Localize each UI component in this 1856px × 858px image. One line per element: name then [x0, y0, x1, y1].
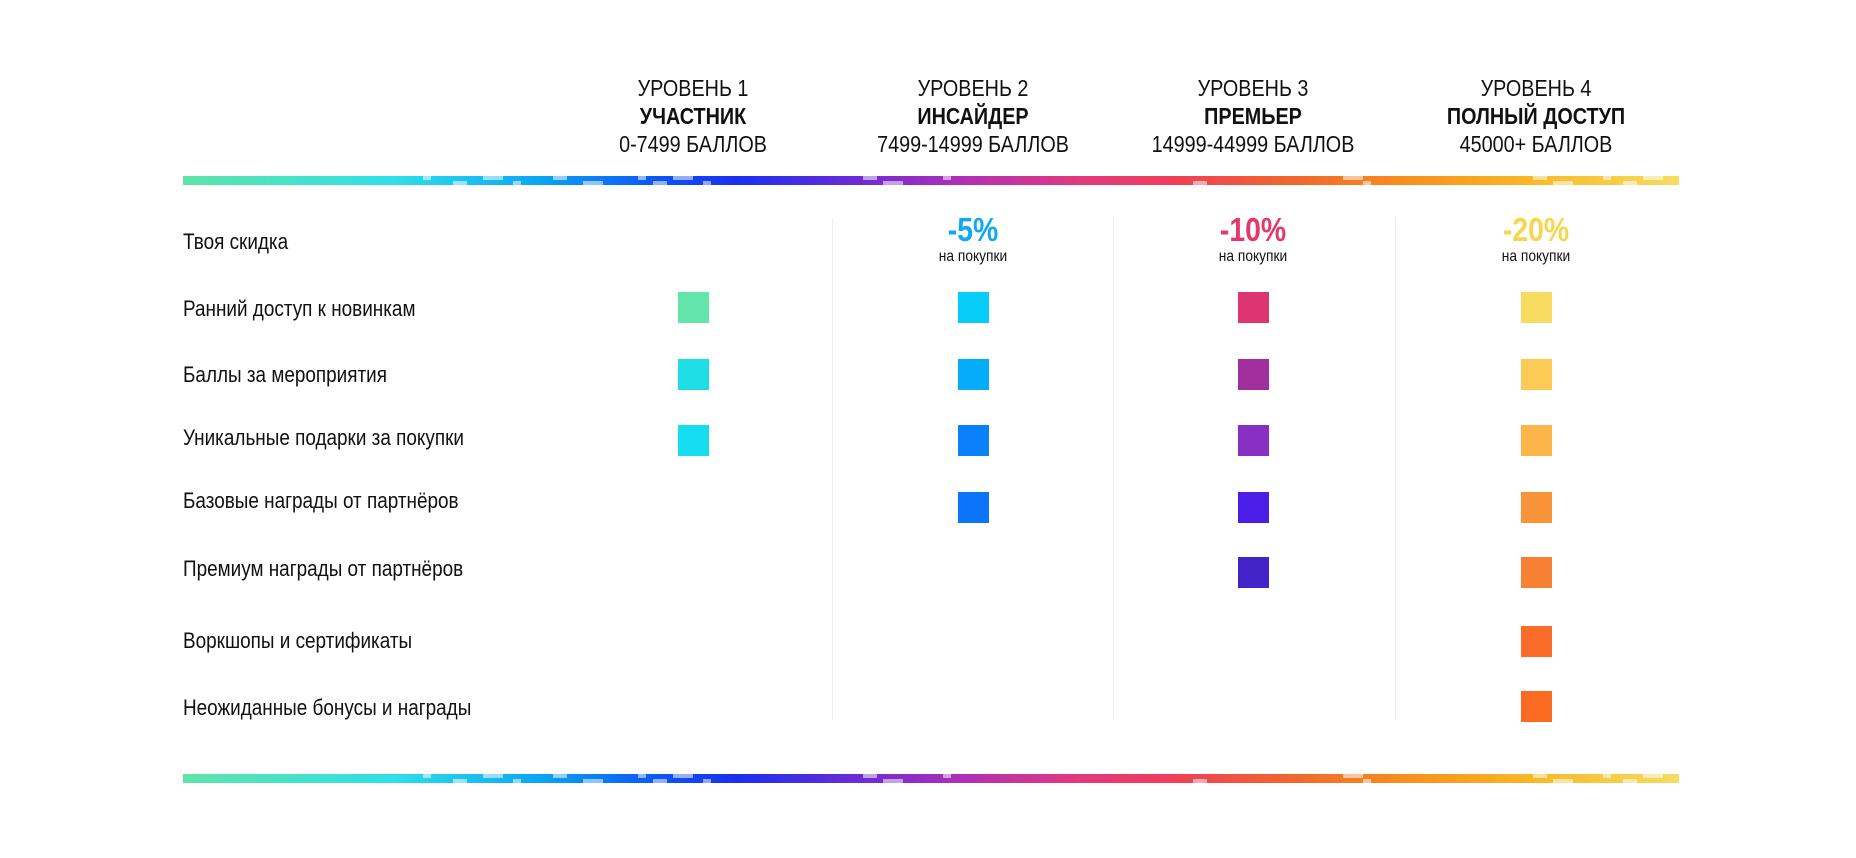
pixel-texture [1343, 774, 1363, 778]
feature-check-tier-3 [1238, 557, 1269, 588]
tier-name: ПОЛНЫЙ ДОСТУП [1446, 103, 1626, 129]
discount-tier-3: -10% на покупки [1173, 212, 1333, 266]
pixel-texture [653, 181, 667, 185]
column-separator [1395, 218, 1396, 720]
tier-points: 0-7499 БАЛЛОВ [619, 131, 767, 157]
column-separator [1113, 218, 1114, 720]
feature-check-tier-2 [958, 292, 989, 323]
pixel-texture [483, 774, 503, 778]
discount-tier-4: -20% на покупки [1456, 212, 1616, 266]
pixel-texture [1363, 181, 1371, 185]
pixel-texture [1193, 779, 1207, 783]
feature-label-discount: Твоя скидка [183, 229, 289, 254]
pixel-texture [1553, 181, 1573, 185]
discount-note: на покупки [1501, 248, 1571, 265]
pixel-texture [883, 779, 903, 783]
pixel-texture [453, 181, 467, 185]
pixel-texture [583, 181, 603, 185]
tier-level: УРОВЕНЬ 3 [1197, 75, 1309, 101]
pixel-texture [638, 774, 646, 778]
feature-check-tier-1 [678, 359, 709, 390]
tier-name: ПРЕМЬЕР [1204, 103, 1302, 129]
pixel-texture [1533, 774, 1547, 778]
feature-check-tier-1 [678, 425, 709, 456]
tier-name: УЧАСТНИК [639, 103, 747, 129]
tier-header-1: УРОВЕНЬ 1 УЧАСТНИК 0-7499 БАЛЛОВ [590, 74, 796, 158]
feature-check-tier-4 [1521, 691, 1552, 722]
discount-note: на покупки [938, 248, 1008, 265]
pixel-texture [513, 181, 521, 185]
discount-value: -10% [1219, 211, 1287, 248]
feature-label: Уникальные подарки за покупки [183, 425, 464, 450]
pixel-texture [583, 779, 603, 783]
pixel-texture [1603, 176, 1611, 180]
tier-header-2: УРОВЕНЬ 2 ИНСАЙДЕР 7499-14999 БАЛЛОВ [870, 74, 1076, 158]
feature-check-tier-4 [1521, 492, 1552, 523]
pixel-texture [483, 176, 503, 180]
feature-label: Неожиданные бонусы и награды [183, 695, 472, 720]
tier-level: УРОВЕНЬ 4 [1480, 75, 1592, 101]
feature-check-tier-4 [1521, 292, 1552, 323]
feature-check-tier-3 [1238, 359, 1269, 390]
feature-check-tier-2 [958, 492, 989, 523]
pixel-texture [1553, 779, 1573, 783]
discount-note: на покупки [1218, 248, 1288, 265]
tier-points: 45000+ БАЛЛОВ [1459, 131, 1613, 157]
tier-level: УРОВЕНЬ 2 [917, 75, 1029, 101]
feature-check-tier-1 [678, 292, 709, 323]
feature-check-tier-3 [1238, 492, 1269, 523]
pixel-texture [513, 779, 521, 783]
pixel-texture [653, 779, 667, 783]
pixel-texture [863, 176, 877, 180]
pixel-texture [1623, 181, 1637, 185]
pixel-texture [453, 779, 467, 783]
column-separator [832, 218, 833, 720]
pixel-texture [943, 176, 951, 180]
feature-label: Ранний доступ к новинкам [183, 296, 416, 321]
pixel-texture [423, 176, 431, 180]
gradient-divider-bottom [183, 774, 1679, 783]
feature-label: Воркшопы и сертификаты [183, 628, 413, 653]
pixel-texture [1643, 176, 1663, 180]
tier-level: УРОВЕНЬ 1 [637, 75, 749, 101]
pixel-texture [673, 176, 693, 180]
tier-points: 14999-44999 БАЛЛОВ [1151, 131, 1355, 157]
pixel-texture [883, 181, 903, 185]
pixel-texture [1343, 176, 1363, 180]
pixel-texture [673, 774, 693, 778]
feature-check-tier-4 [1521, 557, 1552, 588]
pixel-texture [638, 176, 646, 180]
feature-check-tier-2 [958, 425, 989, 456]
tier-name: ИНСАЙДЕР [917, 103, 1029, 129]
tier-points: 7499-14999 БАЛЛОВ [877, 131, 1069, 157]
pixel-texture [1363, 779, 1371, 783]
pixel-texture [553, 176, 567, 180]
tier-header-4: УРОВЕНЬ 4 ПОЛНЫЙ ДОСТУП 45000+ БАЛЛОВ [1433, 74, 1639, 158]
discount-value: -5% [947, 211, 999, 248]
pixel-texture [703, 779, 711, 783]
pixel-texture [703, 181, 711, 185]
pixel-texture [1193, 181, 1207, 185]
discount-value: -20% [1502, 211, 1570, 248]
discount-tier-2: -5% на покупки [893, 212, 1053, 266]
pixel-texture [1603, 774, 1611, 778]
pixel-texture [1623, 779, 1637, 783]
pixel-texture [423, 774, 431, 778]
feature-check-tier-4 [1521, 359, 1552, 390]
pixel-texture [553, 774, 567, 778]
pixel-texture [863, 774, 877, 778]
feature-check-tier-2 [958, 359, 989, 390]
pixel-texture [1643, 774, 1663, 778]
feature-check-tier-3 [1238, 292, 1269, 323]
feature-check-tier-4 [1521, 425, 1552, 456]
feature-label: Баллы за мероприятия [183, 362, 387, 387]
feature-label: Премиум награды от партнёров [183, 556, 464, 581]
pixel-texture [1533, 176, 1547, 180]
tier-header-3: УРОВЕНЬ 3 ПРЕМЬЕР 14999-44999 БАЛЛОВ [1150, 74, 1356, 158]
feature-check-tier-4 [1521, 626, 1552, 657]
feature-check-tier-3 [1238, 425, 1269, 456]
feature-label: Базовые награды от партнёров [183, 488, 459, 513]
gradient-divider-top [183, 176, 1679, 185]
pixel-texture [943, 774, 951, 778]
